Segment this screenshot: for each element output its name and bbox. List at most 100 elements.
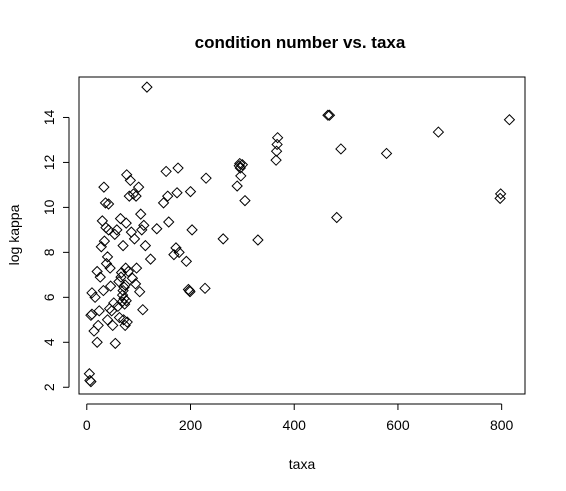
data-point [97,284,110,297]
y-tick-label: 10 [41,199,57,215]
data-point [91,265,103,278]
data-point [119,279,131,291]
y-axis-label: log kappa [6,204,22,265]
y-tick-label: 8 [41,248,57,256]
data-point [96,215,109,227]
data-point [234,162,246,174]
data-point [271,138,283,151]
y-tick-label: 12 [41,154,57,170]
data-point [128,233,141,245]
data-point [120,294,132,307]
data-point [111,224,123,236]
data-point [105,305,118,317]
data-point [107,319,119,332]
data-point [109,337,122,350]
data-point [138,219,150,232]
data-point [432,126,445,138]
data-point [160,165,172,178]
data-point [184,285,196,298]
data-point [121,169,133,181]
data-point [235,170,247,182]
data-point [199,282,211,295]
data-point [236,158,249,171]
data-point [200,172,212,184]
data-point [104,262,116,274]
data-point [95,241,108,253]
data-point [124,174,137,187]
data-point [172,162,184,174]
data-point [88,325,100,337]
data-point [170,242,182,254]
data-point [271,131,284,144]
data-point [89,291,101,304]
data-point [173,246,185,259]
data-point [91,336,103,348]
data-point [118,298,131,310]
y-tick-label: 14 [41,109,57,125]
data-point [114,212,127,225]
data-point [139,239,152,252]
y-tick-label: 2 [41,383,57,391]
data-point [104,280,117,292]
data-point [239,194,251,207]
data-point [184,185,197,198]
points-layer [83,81,516,388]
x-tick-label: 400 [283,417,307,433]
data-point [231,180,243,192]
y-tick-label: 4 [41,338,57,346]
data-point [93,305,105,317]
data-point [163,216,175,228]
data-point [115,266,128,279]
data-point [331,211,343,224]
data-point [126,272,139,284]
data-point [270,145,283,157]
data-point [141,81,153,93]
data-point [494,188,507,200]
data-point [129,278,142,290]
data-point [98,181,110,193]
data-point [121,316,133,328]
data-point [130,262,143,274]
data-point [252,234,264,246]
x-tick-label: 0 [83,417,91,433]
data-point [151,223,163,235]
data-point [130,190,142,202]
data-point [180,255,193,268]
data-point [119,262,132,274]
data-point [136,224,148,236]
data-point [120,217,132,229]
x-tick-label: 800 [490,417,514,433]
data-point [85,375,97,388]
data-point [101,314,114,326]
data-point [101,251,114,263]
data-point [171,187,183,199]
data-point [503,114,516,126]
y-tick-label: 6 [41,293,57,301]
data-point [234,157,246,170]
data-point [98,235,111,247]
data-point [92,319,104,332]
data-point [135,208,147,220]
chart-title: condition number vs. taxa [195,33,406,52]
data-point [186,224,198,236]
data-point [125,226,138,238]
data-point [94,271,106,283]
data-point [161,190,174,202]
data-point [102,198,115,210]
data-point [217,233,229,245]
data-point [137,303,149,316]
data-point [144,253,157,265]
y-axis: 2 4 6 8 10 12 14 [41,109,70,391]
data-point [108,297,120,309]
data-point [133,285,146,298]
data-point [113,275,125,288]
data-point [132,181,145,193]
data-point [112,300,124,313]
data-point [102,224,115,236]
data-point [322,109,334,121]
data-point [117,239,129,252]
x-tick-label: 600 [386,417,410,433]
plot-frame [78,76,526,395]
x-axis-label: taxa [289,456,316,472]
data-point [99,197,112,209]
